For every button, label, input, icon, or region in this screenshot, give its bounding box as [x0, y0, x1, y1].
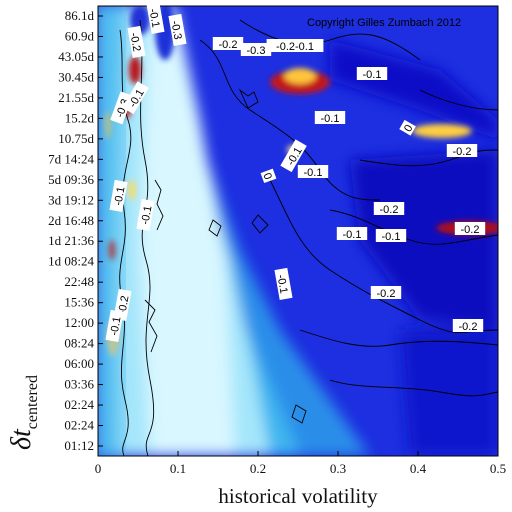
contour-label: -0.1: [146, 1, 165, 35]
x-tick-label: 0.5: [490, 461, 506, 476]
contour-label: -0.1: [297, 165, 329, 179]
y-tick-label: 3d 19:12: [48, 192, 94, 207]
y-tick-label: 01:12: [64, 438, 94, 453]
contour-lines: [119, 19, 498, 456]
y-tick-label: 02:24: [64, 418, 94, 433]
y-tick-label: 1d 08:24: [48, 254, 94, 269]
y-axis: 01:12 02:24 02:24 03:36 06:00 08:24 12:00 15:36…: [48, 8, 103, 453]
x-tick-label: 0.2: [250, 461, 266, 476]
svg-text:-0.2: -0.2: [219, 39, 238, 51]
contour-label: -0.1: [314, 111, 346, 125]
contour-label: -0.2: [454, 222, 486, 236]
contour-label: 0: [260, 168, 277, 184]
y-tick-label: 03:36: [64, 377, 94, 392]
y-tick-label: 08:24: [64, 336, 94, 351]
y-tick-label: 30.45d: [58, 69, 94, 84]
svg-text:0: 0: [402, 123, 415, 134]
svg-text:-0.1: -0.1: [146, 8, 161, 29]
contour-label: -0.2: [452, 319, 484, 333]
contour-label: -0.2-0.1: [266, 39, 324, 53]
contour-label: -0.1: [109, 179, 128, 213]
svg-text:-0.2: -0.2: [377, 288, 396, 300]
svg-text:-0.2: -0.2: [453, 146, 472, 158]
svg-text:-0.1: -0.1: [343, 229, 362, 241]
contour-label: -0.1: [274, 267, 293, 301]
svg-text:-0.1: -0.1: [112, 186, 127, 207]
x-tick-label: 0: [95, 461, 102, 476]
contour-label: -0.1: [136, 198, 155, 232]
y-tick-label: 5d 09:36: [48, 172, 94, 187]
y-axis-title-sub: centered: [24, 375, 41, 429]
contour-label: -0.1: [105, 309, 124, 343]
y-tick-label: 06:00: [64, 356, 94, 371]
y-tick-label: 12:00: [64, 315, 94, 330]
plot-frame: [97, 5, 499, 457]
contour-label: 0: [399, 119, 416, 136]
svg-text:0: 0: [260, 171, 273, 181]
y-axis-title: δtcentered: [6, 375, 41, 450]
svg-text:-0.1: -0.1: [382, 231, 401, 243]
svg-text:-0.2-0.1: -0.2-0.1: [276, 41, 314, 53]
y-tick-label: 22:48: [64, 274, 94, 289]
svg-text:-0.2: -0.2: [116, 295, 131, 316]
y-tick-label: 1d 21:36: [48, 233, 94, 248]
svg-text:-0.1: -0.1: [274, 274, 289, 295]
x-tick-label: 0.1: [170, 461, 186, 476]
x-axis-title: historical volatility: [218, 484, 378, 508]
svg-text:-0.1: -0.1: [321, 113, 340, 125]
copyright-notice: Copyright Gilles Zumbach 2012: [307, 17, 461, 29]
svg-text:-0.2: -0.2: [459, 321, 478, 333]
x-tick-label: 0.3: [330, 461, 346, 476]
svg-text:-0.3: -0.3: [168, 20, 183, 41]
contour-label: -0.2: [446, 144, 478, 158]
contour-label: -0.3: [168, 13, 187, 47]
y-tick-label: 60.9d: [65, 28, 95, 43]
contour-label: -0.2: [370, 286, 402, 300]
svg-text:-0.3: -0.3: [247, 45, 266, 57]
x-tick-label: 0.4: [410, 461, 427, 476]
y-tick-label: 7d 14:24: [48, 151, 94, 166]
svg-text:-0.2: -0.2: [461, 224, 480, 236]
y-tick-label: 15:36: [64, 295, 94, 310]
svg-text:δtcentered: δtcentered: [6, 375, 41, 450]
y-tick-label: 2d 16:48: [48, 213, 94, 228]
contour-label: -0.1: [336, 227, 368, 241]
contour-label: -0.2: [212, 37, 244, 51]
heatmap-field: [98, 6, 498, 456]
svg-text:-0.2: -0.2: [127, 32, 142, 53]
x-axis: 0 0.1 0.2 0.3 0.4 0.5: [95, 451, 506, 476]
contour-label: -0.2: [373, 202, 405, 216]
contour-labels: -0.2-0.1-0.3-0.2 -0.3 -0.2-0.1-0.1-0.3-0.1…: [105, 1, 486, 343]
svg-text:-0.1: -0.1: [304, 167, 323, 179]
y-tick-label: 02:24: [64, 397, 94, 412]
svg-text:-0.1: -0.1: [363, 69, 382, 81]
contour-label: -0.1: [375, 229, 407, 243]
y-tick-label: 15.2d: [65, 110, 95, 125]
y-tick-label: 10.75d: [58, 131, 94, 146]
svg-text:-0.1: -0.1: [108, 316, 123, 337]
y-axis-title-main: δt: [6, 428, 37, 450]
svg-text:-0.1: -0.1: [139, 205, 154, 226]
y-tick-label: 21.55d: [58, 90, 94, 105]
svg-text:-0.2: -0.2: [380, 204, 399, 216]
contour-label: -0.2: [127, 25, 146, 59]
y-tick-label: 43.05d: [58, 49, 94, 64]
y-tick-label: 86.1d: [65, 8, 95, 23]
contour-label: -0.3: [240, 43, 272, 57]
contour-label: -0.1: [356, 67, 388, 81]
